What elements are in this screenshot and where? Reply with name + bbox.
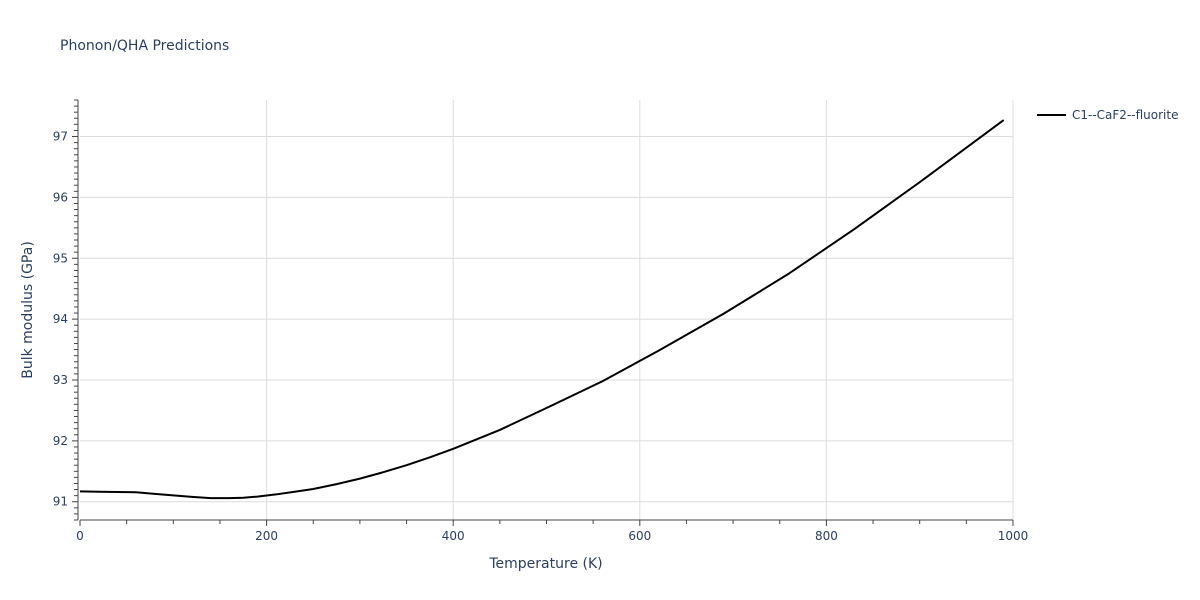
legend-item[interactable]: C1--CaF2--fluorite <box>1037 108 1178 122</box>
x-tick-label: 1000 <box>998 529 1029 543</box>
y-tick-label: 91 <box>53 495 68 509</box>
chart-title: Phonon/QHA Predictions <box>60 38 229 54</box>
x-tick-label: 800 <box>815 529 838 543</box>
x-axis-title: Temperature (K) <box>488 556 602 572</box>
grid <box>80 100 1014 520</box>
x-tick-label: 400 <box>442 529 465 543</box>
y-tick-label: 96 <box>53 190 68 204</box>
y-tick-label: 93 <box>53 373 68 387</box>
series-layer <box>79 119 1005 500</box>
series-line <box>79 119 1005 500</box>
legend-label: C1--CaF2--fluorite <box>1072 108 1178 122</box>
y-tick-label: 97 <box>53 130 68 144</box>
x-tick-label: 600 <box>628 529 651 543</box>
axes: 0 200 400 600 800 1000 91 92 93 94 95 96 97 <box>53 99 1029 543</box>
y-axis-title: Bulk modulus (GPa) <box>20 241 36 379</box>
x-tick-label: 0 <box>76 529 84 543</box>
y-tick-label: 94 <box>53 312 68 326</box>
y-tick-label: 95 <box>53 251 68 265</box>
x-tick-label: 200 <box>255 529 278 543</box>
y-tick-label: 92 <box>53 434 68 448</box>
legend[interactable]: C1--CaF2--fluorite <box>1037 108 1178 122</box>
